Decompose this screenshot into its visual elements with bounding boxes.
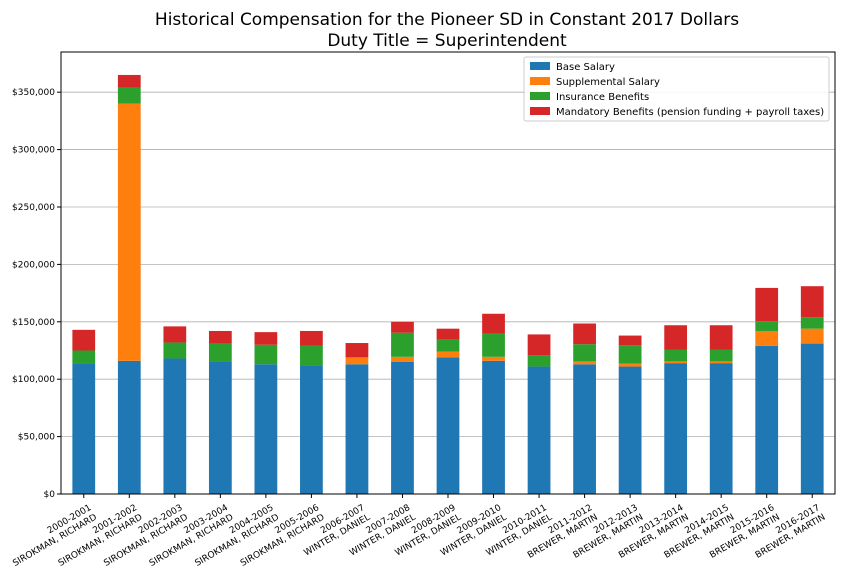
bar-segment-supplemental-salary	[482, 356, 505, 361]
bar-segment-base-salary	[208, 361, 232, 494]
bar-segment-mandatory-benefits-pension-funding-payroll-taxes	[618, 335, 642, 346]
y-axis: $0 $50,000 $100,000 $150,000 $200,000 $250,00…	[12, 88, 61, 500]
bar-segment-insurance-benefits	[482, 333, 505, 357]
bar-segment-insurance-benefits	[436, 339, 460, 352]
bar-segment-base-salary	[709, 363, 733, 494]
bar-segment-base-salary	[163, 358, 187, 494]
bar-segment-mandatory-benefits-pension-funding-payroll-taxes	[664, 325, 688, 350]
y-tick-label: $100,000	[12, 375, 55, 385]
bar-segment-insurance-benefits	[527, 355, 551, 367]
bar-segment-insurance-benefits	[163, 342, 187, 359]
bar-segment-base-salary	[573, 364, 596, 494]
bar-segment-base-salary	[72, 363, 96, 494]
legend-label: Supplemental Salary	[556, 77, 660, 88]
bar-segment-base-salary	[755, 345, 779, 494]
bar-segment-mandatory-benefits-pension-funding-payroll-taxes	[208, 330, 232, 344]
bar-segment-insurance-benefits	[800, 317, 824, 329]
bar-segment-insurance-benefits	[391, 332, 414, 357]
bar-segment-mandatory-benefits-pension-funding-payroll-taxes	[709, 325, 733, 350]
bar-segment-insurance-benefits	[208, 343, 232, 362]
bar-segment-supplemental-salary	[618, 363, 642, 367]
bar-segment-mandatory-benefits-pension-funding-payroll-taxes	[72, 329, 96, 351]
legend-box	[523, 56, 830, 122]
bar-segment-base-salary	[527, 366, 551, 494]
bar-segment-insurance-benefits	[72, 350, 96, 364]
bar-segment-base-salary	[254, 364, 278, 494]
bar-segment-mandatory-benefits-pension-funding-payroll-taxes	[117, 74, 141, 88]
bar-segment-mandatory-benefits-pension-funding-payroll-taxes	[300, 330, 323, 346]
bar-segment-supplemental-salary	[709, 361, 733, 364]
bar-segment-base-salary	[800, 343, 824, 494]
bar-segment-insurance-benefits	[117, 87, 141, 104]
legend: Base Salary Supplemental Salary Insurance …	[523, 56, 830, 122]
bar-segment-supplemental-salary	[436, 351, 460, 358]
bar-segment-mandatory-benefits-pension-funding-payroll-taxes	[800, 286, 824, 318]
bar-segment-supplemental-salary	[391, 356, 414, 362]
bar-segment-mandatory-benefits-pension-funding-payroll-taxes	[391, 321, 414, 333]
bar-segment-supplemental-salary	[117, 103, 141, 361]
bar-segment-insurance-benefits	[755, 321, 779, 331]
bar-segment-mandatory-benefits-pension-funding-payroll-taxes	[755, 287, 779, 322]
bar-segment-insurance-benefits	[573, 344, 596, 362]
bar-segment-mandatory-benefits-pension-funding-payroll-taxes	[482, 313, 505, 334]
bar-segment-mandatory-benefits-pension-funding-payroll-taxes	[573, 323, 596, 345]
legend-label: Insurance Benefits	[556, 92, 649, 103]
bar-segment-mandatory-benefits-pension-funding-payroll-taxes	[254, 332, 278, 345]
legend-swatch	[530, 77, 550, 85]
bar-segment-insurance-benefits	[709, 349, 733, 362]
bar-segment-base-salary	[391, 361, 414, 494]
bar-segment-mandatory-benefits-pension-funding-payroll-taxes	[163, 326, 187, 343]
chart-title-line-1: Historical Compensation for the Pioneer …	[155, 10, 739, 30]
chart-title-line-2: Duty Title = Superintendent	[327, 31, 567, 51]
bar-segment-insurance-benefits	[300, 345, 323, 366]
bar-segment-supplemental-salary	[800, 328, 824, 344]
y-tick-label: $200,000	[12, 260, 55, 270]
bar-segment-supplemental-salary	[345, 357, 369, 365]
bar-segment-insurance-benefits	[254, 344, 278, 365]
bar-segment-mandatory-benefits-pension-funding-payroll-taxes	[436, 328, 460, 340]
bar-segment-base-salary	[436, 357, 460, 494]
bar-segment-mandatory-benefits-pension-funding-payroll-taxes	[527, 334, 551, 356]
bar-segment-base-salary	[300, 365, 323, 494]
y-tick-label: $150,000	[12, 318, 55, 328]
x-tick-label: SIROKMAN, RICHARD	[11, 513, 99, 569]
bar-segment-supplemental-salary	[755, 330, 779, 346]
bar-segment-base-salary	[664, 363, 688, 494]
bar-segment-insurance-benefits	[664, 349, 688, 362]
y-tick-label: $0	[44, 490, 56, 500]
bar-segment-insurance-benefits	[618, 345, 642, 364]
y-tick-label: $350,000	[12, 88, 55, 98]
bars	[72, 74, 824, 494]
bar-segment-base-salary	[482, 360, 505, 494]
legend-swatch	[530, 62, 550, 70]
legend-label: Base Salary	[556, 62, 615, 73]
bar-segment-base-salary	[345, 364, 369, 494]
legend-swatch	[530, 107, 550, 115]
bar-segment-base-salary	[117, 360, 141, 494]
chart-title: Historical Compensation for the Pioneer …	[155, 10, 739, 51]
bar-segment-supplemental-salary	[664, 361, 688, 364]
legend-swatch	[530, 92, 550, 100]
y-tick-label: $50,000	[18, 433, 55, 443]
y-tick-label: $300,000	[12, 146, 55, 156]
bar-segment-base-salary	[618, 366, 642, 494]
y-tick-label: $250,000	[12, 203, 55, 213]
bar-segment-mandatory-benefits-pension-funding-payroll-taxes	[345, 343, 369, 358]
bar-segment-supplemental-salary	[573, 361, 596, 365]
legend-label: Mandatory Benefits (pension funding + pa…	[556, 107, 824, 118]
